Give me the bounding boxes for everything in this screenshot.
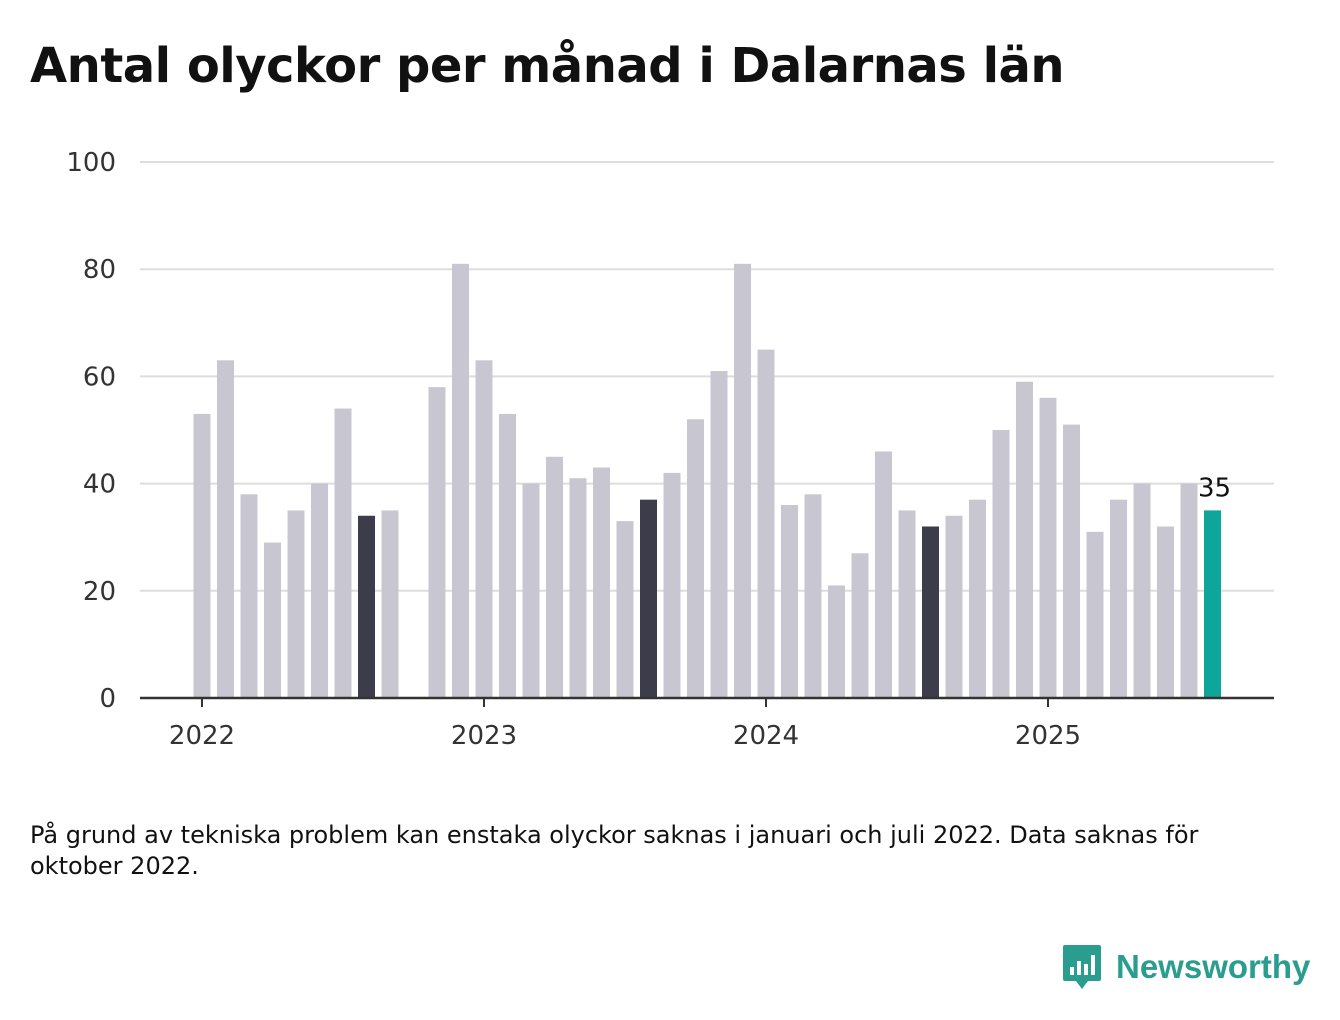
data-labels: 35 [1198,473,1231,503]
x-axis: 2022 2023 2024 2025 [140,696,1274,751]
bar-2024-01 [757,349,775,698]
bar-2025-07 [1180,483,1198,698]
y-tick-label: 80 [83,255,116,285]
y-tick-label: 20 [83,577,116,607]
bar-2023-09 [663,472,681,698]
bar-2024-05 [851,553,869,698]
bar-2023-08 [640,499,657,698]
bar-2024-11 [992,430,1010,698]
bar-2022-05 [287,510,305,698]
bar-2022-01 [193,413,211,698]
newsworthy-logo-icon [1063,945,1101,989]
bar-2024-08 [922,526,939,698]
bar-2022-08 [358,515,375,698]
bar-2023-05 [569,478,587,698]
bar-2023-04 [546,456,563,698]
grid-lines [140,161,1274,592]
bar-2023-11 [710,371,728,698]
bar-2023-01 [475,360,493,698]
bar-2024-03 [804,494,822,698]
bar-2024-12 [1016,381,1033,698]
bar-2022-03 [240,494,258,698]
bar-2022-12 [452,263,469,698]
bar-2025-03 [1086,531,1104,698]
bar-2023-03 [522,483,540,698]
bar-2025-08 [1204,510,1221,698]
bar-2024-04 [828,585,845,698]
y-tick-label: 60 [83,362,116,392]
bar-2024-06 [875,451,892,698]
bar-2024-02 [781,505,798,698]
y-tick-label: 100 [66,148,116,178]
bar-2023-10 [687,419,704,698]
bar-2022-06 [311,483,328,698]
x-tick-label: 2023 [451,721,517,751]
bar-2025-05 [1133,483,1151,698]
bar-2022-02 [217,360,234,698]
brand-logo: Newsworthy [1062,942,1310,992]
bar-2025-06 [1157,526,1174,698]
y-tick-label: 0 [99,684,116,714]
x-tick-label: 2022 [169,721,235,751]
bar-2023-06 [593,467,610,698]
y-axis-tick-labels: 0 20 40 60 80 100 [66,148,116,714]
bar-2023-07 [616,521,634,698]
bar-2023-02 [499,413,516,698]
bar-2025-01 [1039,397,1057,698]
bars [193,263,1221,698]
bar-2022-04 [264,542,281,698]
y-tick-label: 40 [83,470,116,500]
last-value-label: 35 [1198,473,1231,503]
bar-2024-10 [969,499,986,698]
brand-name: Newsworthy [1116,948,1311,985]
x-tick-label: 2024 [733,721,799,751]
chart-title: Antal olyckor per månad i Dalarnas län [30,38,1065,94]
bar-2024-09 [945,515,963,698]
bar-2025-02 [1063,424,1080,698]
bar-chart: 0 20 40 60 80 100 2022 2023 2024 2025 35 [66,148,1274,751]
bar-2022-11 [428,387,446,698]
footnote: På grund av tekniska problem kan enstaka… [30,821,1199,880]
bar-2022-09 [381,510,399,698]
bar-2024-07 [898,510,916,698]
bar-2025-04 [1110,499,1127,698]
x-tick-label: 2025 [1015,721,1081,751]
bar-2023-12 [734,263,751,698]
bar-2022-07 [334,408,352,698]
